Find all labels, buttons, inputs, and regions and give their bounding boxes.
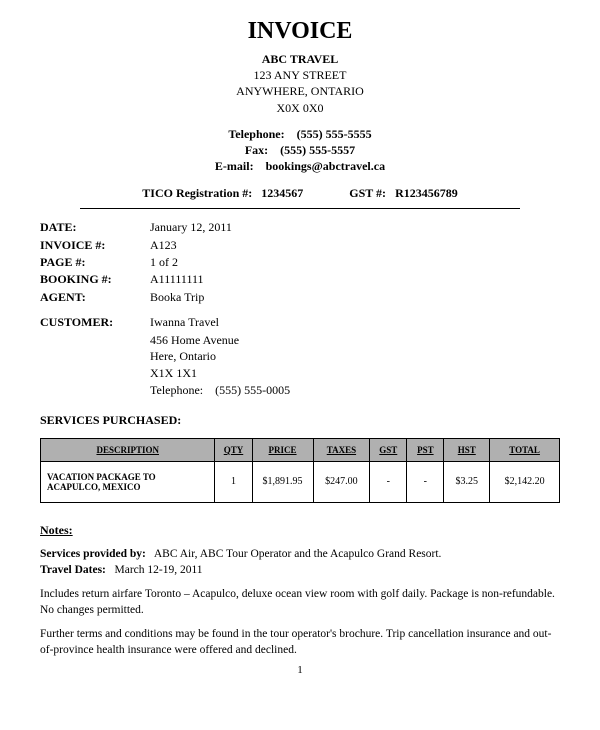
registration-line: TICO Registration #: 1234567 GST #: R123… [40,186,560,201]
meta-row-invoice: INVOICE #: A123 [40,237,560,254]
invoice-value: A123 [150,237,560,254]
gst-value: R123456789 [395,186,458,200]
fax-value: (555) 555-5557 [280,143,355,157]
cell-hst: $3.25 [444,461,490,502]
table-row: VACATION PACKAGE TO ACAPULCO, MEXICO 1 $… [41,461,560,502]
col-total: TOTAL [490,438,560,461]
gst-label: GST #: [349,186,386,200]
col-qty: QTY [215,438,252,461]
page-number: 1 [40,664,560,676]
customer-block: CUSTOMER: Iwanna Travel 456 Home Avenue … [40,314,560,399]
cell-qty: 1 [215,461,252,502]
date-label: DATE: [40,219,150,236]
email-value: bookings@abctravel.ca [266,159,386,173]
customer-name: Iwanna Travel [150,314,560,331]
divider [80,203,520,209]
cell-description: VACATION PACKAGE TO ACAPULCO, MEXICO [41,461,215,502]
notes-block: Services provided by: ABC Air, ABC Tour … [40,546,560,659]
invoice-label: INVOICE #: [40,237,150,254]
col-price: PRICE [252,438,313,461]
customer-street: 456 Home Avenue [150,332,560,349]
invoice-page: INVOICE ABC TRAVEL 123 ANY STREET ANYWHE… [0,0,600,686]
company-postal: X0X 0X0 [40,100,560,116]
services-heading: SERVICES PURCHASED: [40,413,560,428]
meta-row-booking: BOOKING #: A11111111 [40,271,560,288]
travel-dates-label: Travel Dates: [40,564,106,576]
company-city: ANYWHERE, ONTARIO [40,83,560,99]
cell-pst: - [407,461,444,502]
meta-row-agent: AGENT: Booka Trip [40,289,560,306]
customer-phone: (555) 555-0005 [215,383,290,397]
date-value: January 12, 2011 [150,219,560,236]
cell-total: $2,142.20 [490,461,560,502]
page-label: PAGE #: [40,254,150,271]
cell-taxes: $247.00 [313,461,370,502]
customer-phone-label: Telephone: [150,383,203,397]
customer-label: CUSTOMER: [40,314,150,331]
invoice-meta: DATE: January 12, 2011 INVOICE #: A123 P… [40,219,560,306]
contact-block: Telephone: (555) 555-5555 Fax: (555) 555… [40,126,560,175]
email-label: E-mail: [215,159,254,173]
telephone-label: Telephone: [228,127,284,141]
customer-postal: X1X 1X1 [150,365,560,382]
meta-row-page: PAGE #: 1 of 2 [40,254,560,271]
telephone-value: (555) 555-5555 [297,127,372,141]
provided-by-value: ABC Air, ABC Tour Operator and the Acapu… [154,548,442,560]
col-taxes: TAXES [313,438,370,461]
travel-dates-value: March 12-19, 2011 [115,564,203,576]
fax-line: Fax: (555) 555-5557 [40,142,560,158]
col-pst: PST [407,438,444,461]
customer-city: Here, Ontario [150,348,560,365]
email-line: E-mail: bookings@abctravel.ca [40,158,560,174]
meta-row-date: DATE: January 12, 2011 [40,219,560,236]
page-value: 1 of 2 [150,254,560,271]
notes-para-1: Includes return airfare Toronto – Acapul… [40,586,560,618]
booking-label: BOOKING #: [40,271,150,288]
services-table: DESCRIPTION QTY PRICE TAXES GST PST HST … [40,438,560,503]
company-block: ABC TRAVEL 123 ANY STREET ANYWHERE, ONTA… [40,51,560,116]
provided-by-label: Services provided by: [40,548,146,560]
col-gst: GST [370,438,407,461]
table-header-row: DESCRIPTION QTY PRICE TAXES GST PST HST … [41,438,560,461]
col-hst: HST [444,438,490,461]
customer-address: 456 Home Avenue Here, Ontario X1X 1X1 Te… [150,332,560,399]
tico-label: TICO Registration #: [142,186,252,200]
notes-heading: Notes: [40,523,560,538]
cell-gst: - [370,461,407,502]
cell-price: $1,891.95 [252,461,313,502]
customer-phone-line: Telephone: (555) 555-0005 [150,382,560,399]
document-title: INVOICE [40,18,560,45]
company-name: ABC TRAVEL [40,51,560,67]
notes-para-2: Further terms and conditions may be foun… [40,626,560,658]
tico-value: 1234567 [261,186,303,200]
notes-provided-by: Services provided by: ABC Air, ABC Tour … [40,546,560,578]
booking-value: A11111111 [150,271,560,288]
fax-label: Fax: [245,143,268,157]
col-description: DESCRIPTION [41,438,215,461]
agent-label: AGENT: [40,289,150,306]
company-street: 123 ANY STREET [40,67,560,83]
agent-value: Booka Trip [150,289,560,306]
telephone-line: Telephone: (555) 555-5555 [40,126,560,142]
